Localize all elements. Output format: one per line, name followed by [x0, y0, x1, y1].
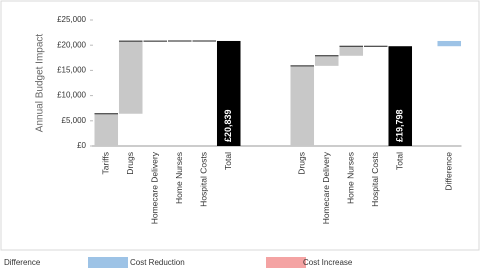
bar [339, 46, 364, 56]
x-tick-label: Tariffs [101, 152, 111, 175]
x-tick-label: Hospital Costs [370, 152, 380, 207]
y-tick-label: £20,000 [57, 40, 86, 49]
x-tick-label: Homecare Delivery [321, 151, 331, 224]
bar [314, 55, 339, 66]
bar [118, 41, 143, 114]
x-tick-label: Home Nurses [346, 152, 356, 204]
x-tick-label: Total [223, 152, 233, 170]
bar [290, 65, 315, 146]
legend-title: Difference [4, 258, 41, 267]
x-tick-label: Difference [444, 152, 454, 191]
x-tick-label: Drugs [125, 152, 135, 175]
bar [437, 40, 462, 47]
bar [216, 40, 241, 147]
y-axis-title: Annual Budget Impact [35, 34, 46, 133]
legend-swatch [88, 257, 128, 268]
y-tick-label: £10,000 [57, 91, 86, 100]
legend-swatch [266, 257, 306, 268]
legend-label: Cost Increase [303, 258, 353, 267]
legend-label: Cost Reduction [130, 258, 185, 267]
bar [94, 113, 119, 146]
x-tick-label: Hospital Costs [199, 152, 209, 207]
chart-frame [0, 0, 480, 251]
y-tick-label: £5,000 [62, 116, 87, 125]
x-tick-label: Drugs [297, 152, 307, 175]
y-tick-label: £0 [77, 141, 86, 150]
y-tick-label: £15,000 [57, 66, 86, 75]
x-tick-label: Home Nurses [174, 152, 184, 204]
x-tick-label: Homecare Delivery [150, 151, 160, 224]
value-label: £20,839 [223, 109, 233, 142]
y-tick-label: £25,000 [57, 15, 86, 24]
bar [388, 46, 413, 146]
x-tick-label: Total [395, 152, 405, 170]
value-label: £19,798 [395, 109, 405, 142]
